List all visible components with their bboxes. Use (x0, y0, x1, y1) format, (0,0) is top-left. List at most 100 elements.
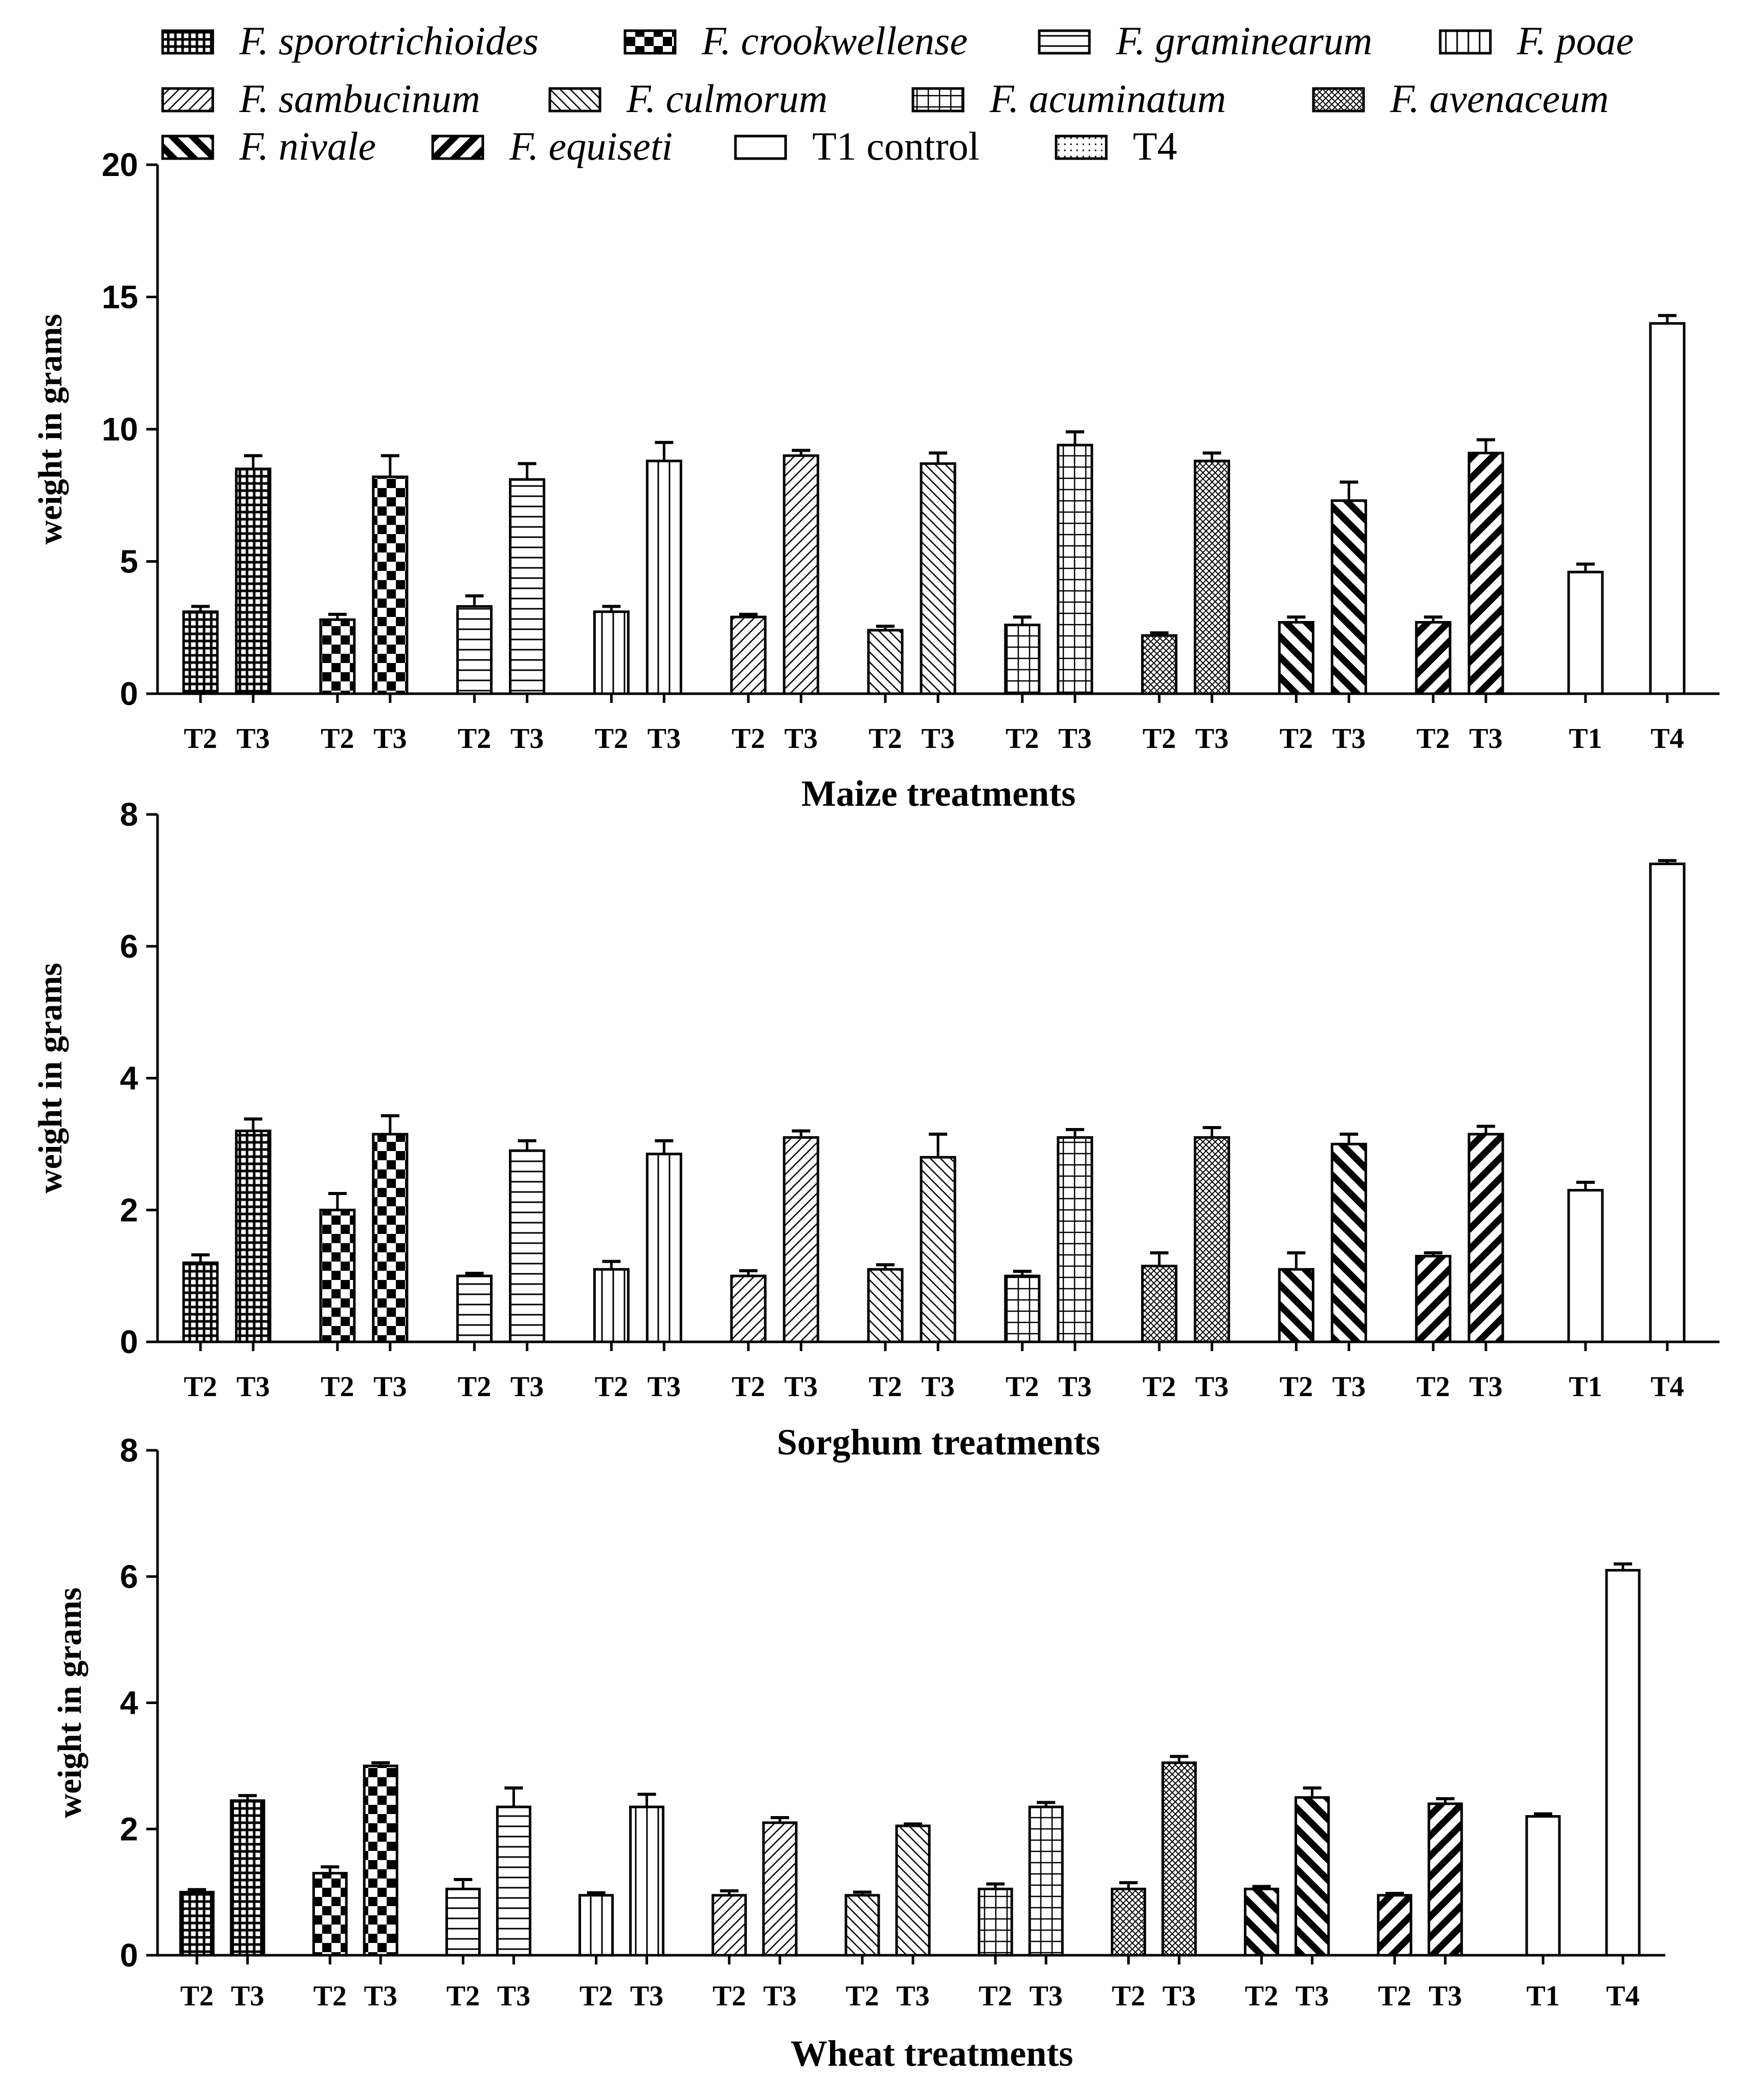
legend-swatch-10 (734, 135, 787, 160)
legend-label-2: F. graminearum (1115, 18, 1372, 63)
bar-T2-2 (312, 1872, 348, 1957)
bar-T3-17 (1330, 1142, 1367, 1343)
x-tick-label: T2 (314, 1980, 347, 2012)
bar-T3-3 (372, 1133, 409, 1343)
bar-T2-14 (1141, 1265, 1178, 1343)
x-tick-label: T3 (373, 723, 407, 755)
x-tick-label: T3 (373, 1371, 407, 1403)
legend-swatch-1 (623, 29, 677, 55)
bar-T3-17 (1294, 1796, 1330, 1957)
x-axis-label: Sorghum treatments (777, 1422, 1101, 1463)
x-tick-label: T3 (896, 1980, 929, 2012)
y-tick-label: 4 (120, 1060, 138, 1097)
x-tick-label: T3 (1030, 1980, 1063, 2012)
y-tick-label: 2 (120, 1810, 138, 1847)
bar-T2-12 (1004, 1274, 1041, 1343)
bar-T3-9 (783, 454, 819, 695)
bar-T2-8 (730, 1274, 767, 1343)
x-tick-label: T3 (921, 723, 954, 755)
x-tick-label: T2 (1245, 1980, 1278, 2012)
x-tick-label: T2 (732, 1371, 765, 1403)
bar-T3-13 (1057, 1136, 1093, 1343)
x-tick-label: T2 (1143, 723, 1176, 755)
x-tick-label: T3 (510, 723, 544, 755)
legend-label-11: T4 (1133, 124, 1177, 168)
bar-T2-10 (867, 1268, 904, 1343)
bar-T2-18 (1377, 1894, 1413, 1957)
bar-T4-21 (1605, 1568, 1641, 1957)
bar-T3-1 (230, 1799, 265, 1957)
x-tick-label: T3 (1058, 1371, 1091, 1403)
legend-swatch-8 (161, 135, 214, 160)
x-tick-label: T3 (763, 1980, 796, 2012)
x-tick-label: T2 (845, 1980, 879, 2012)
bar-T1-20 (1567, 570, 1604, 695)
legend-label-6: F. acuminatum (989, 76, 1226, 121)
bar-T2-8 (711, 1894, 747, 1957)
x-tick-label: T3 (231, 1980, 264, 2012)
y-axis-label: weight in grams (32, 963, 69, 1194)
bar-T2-0 (182, 610, 219, 695)
bar-T3-11 (920, 1156, 956, 1343)
bar-T3-3 (372, 475, 409, 695)
y-tick-label: 0 (120, 675, 138, 712)
x-tick-label: T3 (1195, 1371, 1229, 1403)
legend-swatch-4 (161, 87, 214, 113)
x-tick-label: T3 (364, 1980, 397, 2012)
x-tick-label: T3 (1469, 1371, 1503, 1403)
bar-T2-2 (319, 1208, 356, 1343)
x-tick-label: T2 (579, 1980, 613, 2012)
bar-T3-1 (235, 1130, 272, 1343)
x-tick-label: T4 (1650, 1371, 1684, 1403)
bar-T3-15 (1194, 459, 1231, 695)
x-tick-label: T2 (184, 1371, 217, 1403)
y-tick-label: 6 (120, 928, 138, 965)
bar-T3-19 (1427, 1802, 1463, 1957)
x-tick-label: T2 (712, 1980, 746, 2012)
chart-1: 0 2 4 6 8 weight in grams T2 T3 T2 T3 T2 T3 T2 T3 T2 T3… (32, 796, 1720, 1463)
x-tick-label: T3 (1163, 1980, 1196, 2012)
x-tick-label: T2 (732, 723, 765, 755)
x-tick-label: T4 (1650, 723, 1684, 755)
x-tick-label: T3 (1296, 1980, 1329, 2012)
x-tick-label: T2 (595, 1371, 628, 1403)
bar-T3-15 (1194, 1136, 1231, 1343)
y-tick-label: 10 (102, 411, 138, 448)
x-tick-label: T2 (180, 1980, 213, 2012)
x-tick-label: T2 (1280, 723, 1313, 755)
legend-label-1: F. crookwellense (701, 18, 968, 63)
x-tick-label: T3 (630, 1980, 663, 2012)
bar-T2-18 (1415, 621, 1452, 695)
bar-T3-11 (895, 1824, 931, 1957)
legend-swatch-0 (161, 29, 214, 55)
bar-T2-16 (1278, 1268, 1314, 1343)
legend-label-3: F. poae (1516, 18, 1634, 63)
bar-T3-5 (509, 478, 546, 695)
bar-T3-7 (629, 1805, 665, 1957)
x-tick-label: T3 (1332, 1371, 1366, 1403)
y-tick-label: 0 (120, 1937, 138, 1974)
bar-T2-4 (456, 1274, 493, 1343)
bar-T3-17 (1330, 499, 1367, 695)
x-tick-label: T2 (595, 723, 628, 755)
chart-0: 0 5 10 15 20 weight in grams T2 T3 T2 T3 T2 T3 T2 T3 T… (32, 146, 1720, 814)
y-tick-label: 20 (102, 146, 138, 183)
chart-2: 0 2 4 6 8 weight in grams T2 T3 T2 T3 T2 T3 T2 T3 T2 T3… (51, 1432, 1665, 2074)
bar-T3-19 (1467, 452, 1504, 695)
legend-swatch-9 (431, 135, 484, 160)
x-tick-label: T2 (1006, 1371, 1039, 1403)
y-axis-label: weight in grams (32, 314, 69, 545)
x-tick-label: T2 (868, 1371, 902, 1403)
x-tick-label: T3 (921, 1371, 954, 1403)
x-tick-label: T3 (785, 1371, 818, 1403)
legend-label-0: F. sporotrichioides (239, 18, 539, 63)
y-tick-label: 4 (120, 1685, 138, 1721)
legend-label-4: F. sambucinum (239, 76, 480, 121)
y-tick-label: 8 (120, 796, 138, 833)
bar-T2-12 (977, 1887, 1013, 1957)
bar-T1-20 (1567, 1189, 1604, 1343)
bar-T2-6 (593, 610, 630, 695)
x-tick-label: T2 (458, 1371, 491, 1403)
x-tick-label: T3 (647, 723, 681, 755)
